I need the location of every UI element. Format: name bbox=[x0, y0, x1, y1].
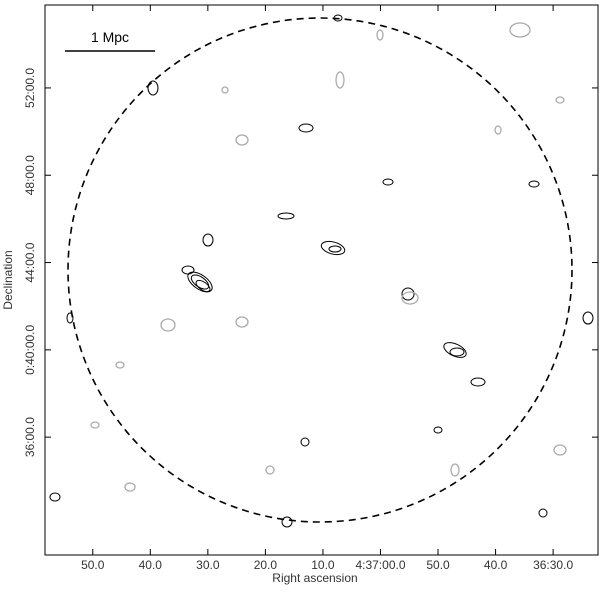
y-tick-label: 44:00.0 bbox=[23, 242, 37, 282]
x-tick-label: 20.0 bbox=[254, 558, 278, 572]
scale-bar-label: 1 Mpc bbox=[91, 29, 129, 45]
dashed-circle bbox=[67, 17, 573, 523]
y-tick-label: 48:00.0 bbox=[23, 155, 37, 195]
x-tick-label: 36:30.0 bbox=[533, 558, 573, 572]
y-tick-label: 0:40:00.0 bbox=[23, 324, 37, 374]
x-tick-label: 40.0 bbox=[139, 558, 163, 572]
x-tick-label: 50.0 bbox=[426, 558, 450, 572]
x-tick-label: 40.0 bbox=[484, 558, 508, 572]
y-tick-label: 36:00.0 bbox=[23, 417, 37, 457]
x-tick-label: 30.0 bbox=[196, 558, 220, 572]
x-tick-label: 50.0 bbox=[81, 558, 105, 572]
y-axis-label: Declination bbox=[1, 250, 15, 309]
x-tick-label: 4:37:00.0 bbox=[355, 558, 405, 572]
plot-frame bbox=[44, 4, 599, 556]
x-tick-label: 10.0 bbox=[311, 558, 335, 572]
contours bbox=[49, 14, 594, 528]
y-tick-label: 52:00.0 bbox=[23, 68, 37, 108]
x-axis-label: Right ascension bbox=[272, 571, 357, 585]
